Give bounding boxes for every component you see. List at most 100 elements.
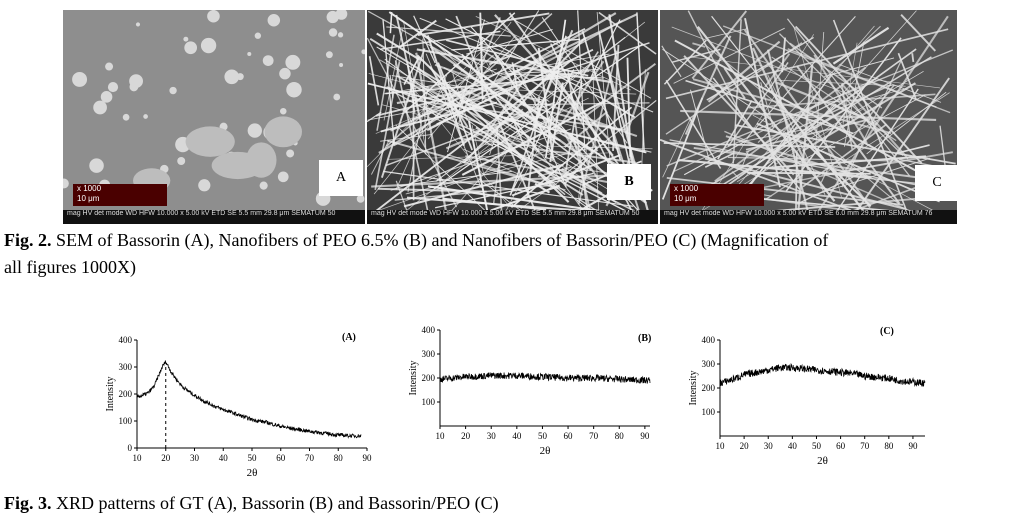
fiber [752,114,935,212]
fiber [481,49,568,104]
particle [325,51,333,59]
fiber [520,163,585,209]
xrd-svg-b: 10 20 30 40 50 60 70 80 90 100 200 300 400 2θ Intensit… [408,325,651,457]
fiber [374,61,401,191]
fiber [561,167,603,195]
xrd-trace [439,372,651,384]
fiber [911,53,915,63]
fiber [413,15,436,64]
particle [135,22,141,27]
fig3-caption-bold: Fig. 3. [4,493,52,513]
particle [247,51,252,56]
fiber [426,97,589,182]
fiber [663,142,836,148]
fiber [389,11,393,34]
fiber [424,86,637,95]
infobar-c: mag HV det mode WD HFW 10.000 x 5.00 kV … [660,210,957,224]
x-tick-label: 50 [538,431,548,441]
y-tick-label: 100 [702,407,716,417]
fiber [688,56,941,89]
fiber [832,26,890,65]
fig2-caption-text: SEM of Bassorin (A), Nanofibers of PEO 6… [51,230,829,250]
x-axis-label: 2θ [247,467,258,479]
particle [177,157,186,165]
particle [264,116,302,148]
xrd-trace [136,360,362,439]
fiber [383,29,403,121]
fiber [820,165,830,183]
particle [286,149,295,158]
particle [326,10,339,24]
fiber [690,89,710,159]
fiber [813,157,931,196]
fiber [663,39,707,85]
particle [100,91,113,103]
particle [185,126,235,157]
scalebar-c: x 1000 10 μm [670,184,764,206]
fiber [422,105,658,224]
infobar-b: mag HV det mode WD HFW 10.000 x 5.00 kV … [367,210,658,224]
particle [246,142,277,178]
fiber [429,65,469,128]
x-tick-label: 10 [716,441,726,451]
particle [143,114,148,119]
scalebar-a: x 1000 10 μm [73,184,167,206]
particle [200,37,217,54]
fiber [499,116,652,153]
fiber [376,34,395,131]
y-tick-label: 200 [702,383,716,393]
fiber [511,154,621,197]
fiber [375,91,471,117]
fiber [510,69,575,194]
fiber [409,68,498,93]
fiber [665,42,803,135]
fiber [673,27,785,84]
y-tick-label: 300 [422,349,436,359]
infobar-a: mag HV det mode WD HFW 10.000 x 5.00 kV … [63,210,365,224]
fiber [896,144,930,155]
y-tick-label: 400 [702,335,716,345]
fiber [687,10,744,119]
x-tick-label: 30 [487,431,497,441]
fiber [866,91,947,155]
fiber [368,58,574,218]
fiber [461,99,607,176]
fiber [671,48,721,64]
particle [89,158,104,173]
fiber [389,74,394,99]
x-tick-label: 80 [334,453,344,463]
x-tick-label: 20 [740,441,750,451]
fiber [710,48,917,199]
fiber [821,10,917,118]
fiber [760,82,774,129]
x-tick-label: 50 [812,441,822,451]
fiber [390,128,572,191]
fiber [785,37,902,192]
fiber [406,64,416,113]
particle [224,69,240,85]
particle [339,62,344,67]
particle [267,13,281,27]
fiber [379,30,501,51]
x-tick-label: 10 [133,453,143,463]
fiber [461,98,627,201]
particle [333,93,341,101]
sem-image-b: mag HV det mode WD HFW 10.000 x 5.00 kV … [367,10,658,224]
fiber [775,81,866,119]
fiber [480,51,495,77]
sem-image-c: x 1000 10 μm mag HV det mode WD HFW 10.0… [660,10,957,224]
y-tick-label: 100 [119,416,133,426]
y-tick-label: 300 [119,362,133,372]
particle [254,32,262,39]
x-tick-label: 60 [564,431,574,441]
fig2-caption-line2: all figures 1000X) [4,257,136,277]
fiber [490,184,561,212]
fiber [692,42,706,48]
sem-texture-b [367,10,658,224]
fiber [386,86,529,144]
fiber [685,79,854,135]
fiber [789,42,883,109]
fiber [435,36,626,182]
chart-title: (B) [638,333,651,344]
fiber [794,151,798,220]
